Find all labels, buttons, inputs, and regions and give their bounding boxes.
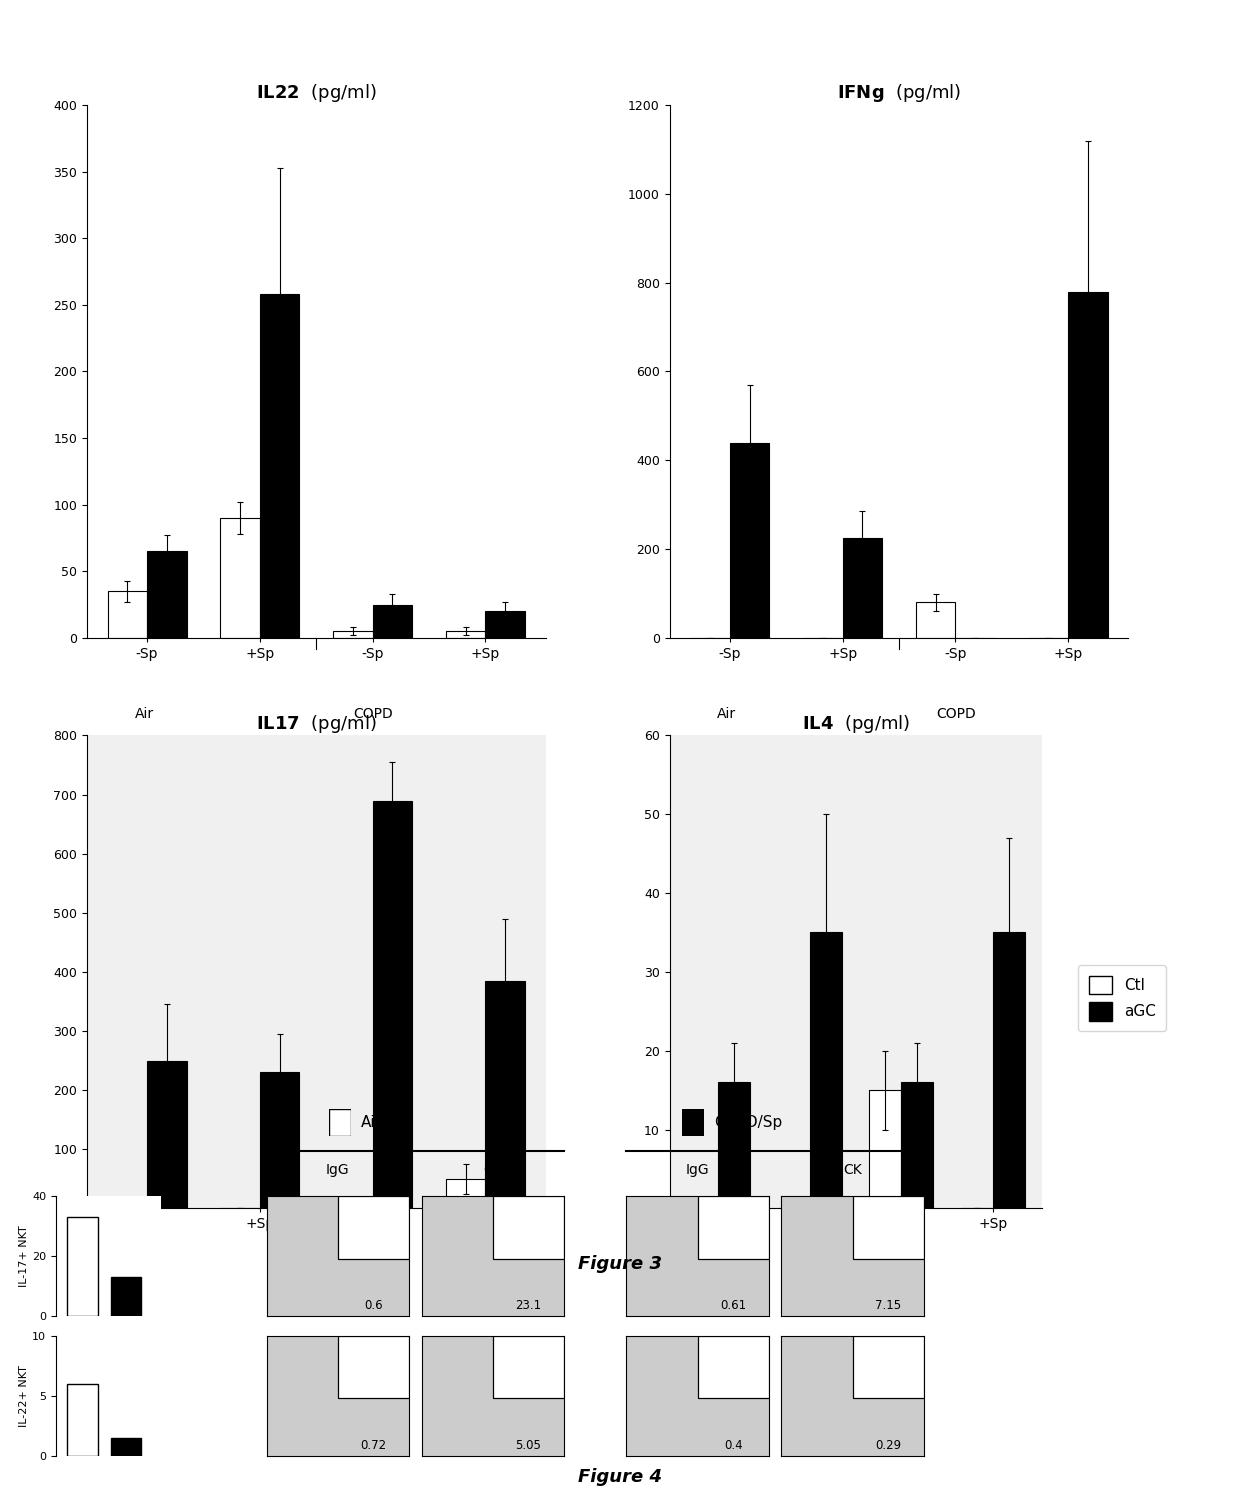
Y-axis label: IL-22+ NKT: IL-22+ NKT — [20, 1364, 30, 1427]
Text: 7.15: 7.15 — [875, 1300, 901, 1312]
Text: 23.1: 23.1 — [516, 1300, 542, 1312]
Text: COPD: COPD — [882, 1270, 923, 1283]
Bar — [697, 1336, 769, 1399]
Text: 0.4: 0.4 — [724, 1439, 743, 1451]
Bar — [718, 1082, 750, 1208]
Bar — [108, 591, 148, 638]
Text: IgG: IgG — [326, 1163, 350, 1177]
Legend: Ctl, aGC: Ctl, aGC — [1078, 965, 1167, 1031]
Bar — [67, 1384, 98, 1456]
Y-axis label: IL-17+ NKT: IL-17+ NKT — [19, 1225, 30, 1288]
Bar — [1068, 291, 1107, 638]
Text: Air/Sp: Air/Sp — [361, 1115, 407, 1130]
Bar — [148, 1061, 186, 1208]
Text: 5.05: 5.05 — [516, 1439, 542, 1451]
Text: Air: Air — [718, 707, 737, 720]
Bar — [334, 632, 372, 638]
Text: IgG: IgG — [686, 1163, 709, 1177]
Bar — [810, 932, 842, 1208]
Bar — [260, 294, 299, 638]
Text: Air: Air — [135, 707, 154, 720]
Title: $\mathbf{IL17}$  (pg/ml): $\mathbf{IL17}$ (pg/ml) — [255, 713, 377, 734]
Text: Figure 3: Figure 3 — [578, 1255, 662, 1273]
Bar — [148, 551, 186, 638]
Bar — [843, 537, 882, 638]
Bar — [372, 605, 412, 638]
Bar — [260, 1072, 299, 1208]
Title: $\mathbf{IFNg}$  (pg/ml): $\mathbf{IFNg}$ (pg/ml) — [837, 83, 961, 104]
Bar — [494, 1336, 564, 1399]
Bar — [337, 1336, 409, 1399]
Bar — [337, 1196, 409, 1259]
Bar — [446, 1178, 485, 1208]
Bar — [916, 602, 955, 638]
Bar — [901, 1082, 934, 1208]
Bar — [110, 1277, 141, 1316]
Bar — [993, 932, 1024, 1208]
Bar — [485, 980, 525, 1208]
Text: Figure 4: Figure 4 — [578, 1468, 662, 1486]
Bar — [869, 1090, 901, 1208]
Bar — [110, 1438, 141, 1456]
Bar — [67, 1217, 98, 1316]
Bar — [446, 632, 485, 638]
Bar — [485, 611, 525, 638]
Text: COPD/Sp: COPD/Sp — [714, 1115, 782, 1130]
Title: $\mathbf{IL22}$  (pg/ml): $\mathbf{IL22}$ (pg/ml) — [255, 83, 377, 104]
Bar — [221, 518, 260, 638]
Title: $\mathbf{IL4}$  (pg/ml): $\mathbf{IL4}$ (pg/ml) — [801, 713, 910, 734]
Text: Air: Air — [135, 1270, 154, 1283]
Text: 0.6: 0.6 — [365, 1300, 383, 1312]
Bar — [494, 1196, 564, 1259]
Bar — [853, 1336, 924, 1399]
Text: COPD: COPD — [353, 707, 393, 720]
Text: 0.29: 0.29 — [875, 1439, 901, 1451]
Text: COPD: COPD — [353, 1270, 393, 1283]
Bar — [853, 1196, 924, 1259]
Text: 0.72: 0.72 — [361, 1439, 387, 1451]
Bar — [730, 443, 769, 638]
Bar — [372, 800, 412, 1208]
Bar — [334, 1202, 372, 1208]
Text: CK: CK — [843, 1163, 862, 1177]
Text: Air: Air — [707, 1270, 725, 1283]
Text: COPD: COPD — [936, 707, 976, 720]
Bar — [697, 1196, 769, 1259]
Text: CK: CK — [484, 1163, 502, 1177]
Text: 0.61: 0.61 — [720, 1300, 746, 1312]
